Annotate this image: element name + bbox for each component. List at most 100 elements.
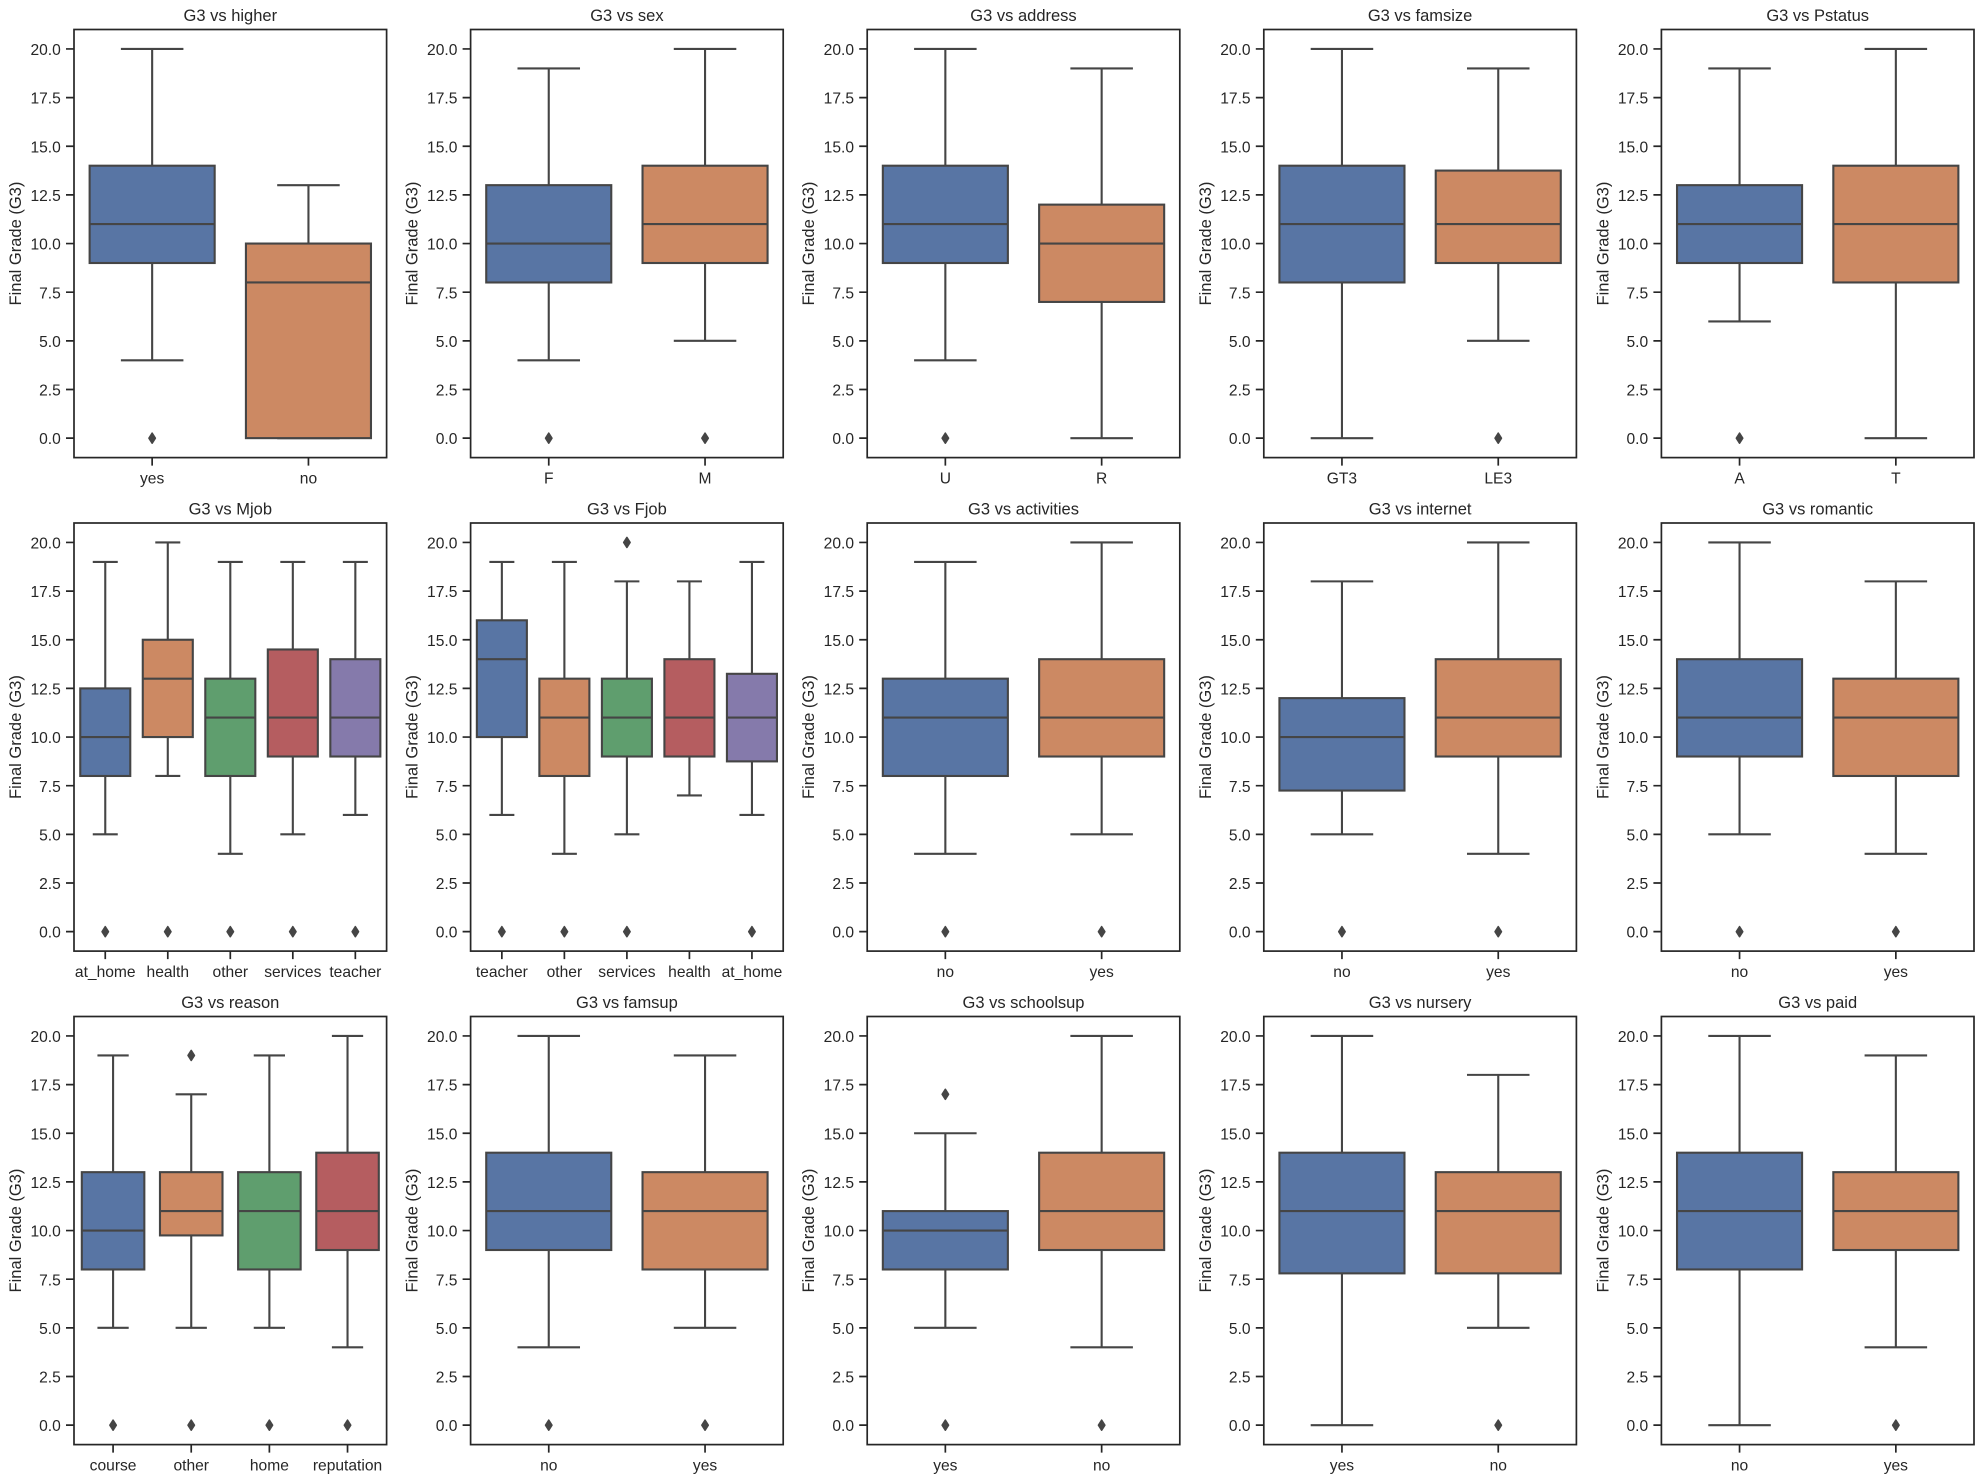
svg-text:Final Grade (G3): Final Grade (G3) — [800, 182, 818, 306]
svg-text:2.5: 2.5 — [832, 876, 854, 893]
svg-text:15.0: 15.0 — [30, 1126, 61, 1143]
svg-text:services: services — [264, 964, 321, 981]
svg-text:12.5: 12.5 — [30, 188, 61, 205]
svg-text:Final Grade (G3): Final Grade (G3) — [404, 182, 422, 306]
svg-text:G3 vs Fjob: G3 vs Fjob — [587, 501, 667, 519]
svg-text:G3 vs schoolsup: G3 vs schoolsup — [963, 994, 1085, 1012]
svg-text:5.0: 5.0 — [1229, 827, 1251, 844]
svg-text:G3 vs address: G3 vs address — [970, 7, 1076, 25]
svg-text:7.5: 7.5 — [1229, 285, 1251, 302]
svg-text:17.5: 17.5 — [824, 1078, 855, 1095]
svg-text:2.5: 2.5 — [1627, 1370, 1649, 1387]
svg-text:12.5: 12.5 — [1618, 682, 1649, 699]
svg-text:Final Grade (G3): Final Grade (G3) — [7, 182, 25, 306]
svg-text:R: R — [1096, 470, 1107, 487]
svg-text:5.0: 5.0 — [1229, 1321, 1251, 1338]
svg-text:17.5: 17.5 — [1618, 584, 1649, 601]
svg-text:2.5: 2.5 — [1229, 1370, 1251, 1387]
svg-text:7.5: 7.5 — [39, 1272, 61, 1289]
svg-text:at_home: at_home — [75, 964, 136, 981]
svg-text:2.5: 2.5 — [832, 1370, 854, 1387]
svg-text:15.0: 15.0 — [1618, 1126, 1649, 1143]
svg-text:0.0: 0.0 — [436, 1418, 458, 1435]
svg-text:no: no — [937, 964, 955, 981]
svg-text:no: no — [1093, 1457, 1111, 1474]
svg-text:home: home — [250, 1457, 289, 1474]
svg-text:5.0: 5.0 — [1627, 827, 1649, 844]
svg-text:10.0: 10.0 — [1220, 1224, 1251, 1241]
svg-text:G3 vs paid: G3 vs paid — [1778, 994, 1857, 1012]
svg-text:0.0: 0.0 — [1229, 925, 1251, 942]
svg-text:12.5: 12.5 — [1618, 1175, 1649, 1192]
svg-text:7.5: 7.5 — [1229, 1272, 1251, 1289]
svg-text:20.0: 20.0 — [427, 536, 458, 553]
svg-text:G3 vs Pstatus: G3 vs Pstatus — [1766, 7, 1869, 25]
svg-text:10.0: 10.0 — [1220, 237, 1251, 254]
svg-text:yes: yes — [1090, 964, 1114, 981]
svg-text:G3 vs reason: G3 vs reason — [181, 994, 279, 1012]
svg-text:Final Grade (G3): Final Grade (G3) — [800, 1169, 818, 1293]
svg-text:GT3: GT3 — [1327, 470, 1357, 487]
svg-text:yes: yes — [140, 470, 164, 487]
svg-text:17.5: 17.5 — [427, 1078, 458, 1095]
svg-text:17.5: 17.5 — [824, 91, 855, 108]
svg-text:7.5: 7.5 — [832, 285, 854, 302]
svg-text:7.5: 7.5 — [436, 285, 458, 302]
svg-text:17.5: 17.5 — [30, 91, 61, 108]
svg-text:20.0: 20.0 — [824, 536, 855, 553]
svg-text:2.5: 2.5 — [436, 1370, 458, 1387]
svg-text:12.5: 12.5 — [1220, 188, 1251, 205]
svg-text:0.0: 0.0 — [832, 431, 854, 448]
svg-text:7.5: 7.5 — [1229, 779, 1251, 796]
svg-text:12.5: 12.5 — [427, 682, 458, 699]
svg-text:no: no — [1731, 964, 1749, 981]
svg-text:15.0: 15.0 — [427, 1126, 458, 1143]
svg-text:7.5: 7.5 — [832, 1272, 854, 1289]
svg-text:7.5: 7.5 — [39, 285, 61, 302]
svg-text:G3 vs sex: G3 vs sex — [590, 7, 664, 25]
svg-text:12.5: 12.5 — [30, 1175, 61, 1192]
svg-text:20.0: 20.0 — [427, 1029, 458, 1046]
svg-text:G3 vs romantic: G3 vs romantic — [1762, 501, 1873, 519]
svg-text:15.0: 15.0 — [824, 139, 855, 156]
svg-text:Final Grade (G3): Final Grade (G3) — [800, 675, 818, 799]
svg-text:10.0: 10.0 — [30, 730, 61, 747]
svg-text:services: services — [598, 964, 655, 981]
svg-text:7.5: 7.5 — [1627, 285, 1649, 302]
svg-text:yes: yes — [1884, 1457, 1908, 1474]
svg-text:12.5: 12.5 — [30, 682, 61, 699]
svg-text:at_home: at_home — [722, 964, 783, 981]
svg-text:12.5: 12.5 — [1220, 1175, 1251, 1192]
svg-text:2.5: 2.5 — [39, 1370, 61, 1387]
svg-text:0.0: 0.0 — [1627, 925, 1649, 942]
svg-text:no: no — [540, 1457, 558, 1474]
svg-text:2.5: 2.5 — [1627, 876, 1649, 893]
svg-text:0.0: 0.0 — [1229, 1418, 1251, 1435]
svg-text:0.0: 0.0 — [832, 925, 854, 942]
svg-text:0.0: 0.0 — [832, 1418, 854, 1435]
svg-text:20.0: 20.0 — [824, 1029, 855, 1046]
svg-text:other: other — [213, 964, 249, 981]
svg-text:0.0: 0.0 — [39, 431, 61, 448]
svg-text:5.0: 5.0 — [1627, 1321, 1649, 1338]
svg-text:health: health — [147, 964, 190, 981]
svg-text:17.5: 17.5 — [427, 584, 458, 601]
svg-text:15.0: 15.0 — [1220, 633, 1251, 650]
svg-text:10.0: 10.0 — [427, 1224, 458, 1241]
svg-text:T: T — [1891, 470, 1901, 487]
svg-text:12.5: 12.5 — [824, 682, 855, 699]
svg-text:15.0: 15.0 — [1618, 633, 1649, 650]
svg-text:2.5: 2.5 — [1229, 876, 1251, 893]
svg-text:12.5: 12.5 — [824, 188, 855, 205]
svg-text:other: other — [547, 964, 583, 981]
svg-text:Final Grade (G3): Final Grade (G3) — [1594, 675, 1612, 799]
svg-text:15.0: 15.0 — [30, 633, 61, 650]
svg-text:5.0: 5.0 — [436, 1321, 458, 1338]
svg-text:20.0: 20.0 — [1618, 536, 1649, 553]
svg-text:2.5: 2.5 — [1229, 383, 1251, 400]
svg-text:15.0: 15.0 — [1220, 1126, 1251, 1143]
svg-text:15.0: 15.0 — [824, 1126, 855, 1143]
svg-text:15.0: 15.0 — [1618, 139, 1649, 156]
svg-text:10.0: 10.0 — [1618, 730, 1649, 747]
svg-text:5.0: 5.0 — [832, 1321, 854, 1338]
